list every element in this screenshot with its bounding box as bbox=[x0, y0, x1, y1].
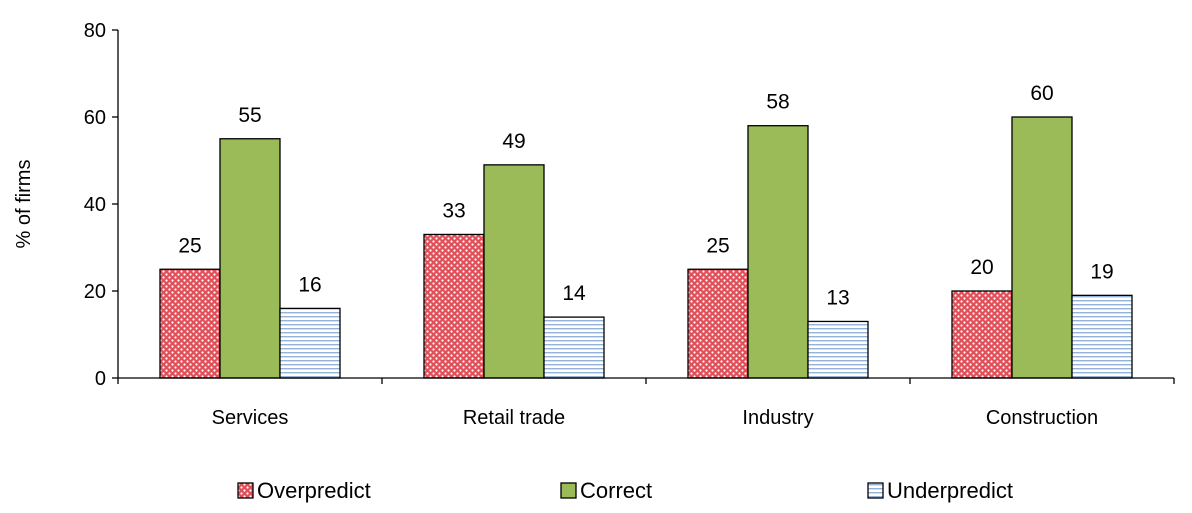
data-label: 14 bbox=[562, 282, 586, 305]
legend-label-overpredict: Overpredict bbox=[257, 478, 371, 503]
x-category-label: Construction bbox=[986, 407, 1098, 429]
data-label: 25 bbox=[178, 234, 201, 257]
bar-overpredict-services bbox=[159, 268, 221, 379]
legend: Overpredict Correct Underpredict bbox=[237, 478, 1013, 503]
x-axis: Services Retail trade Industry Construction bbox=[117, 377, 1175, 429]
data-label: 58 bbox=[766, 91, 789, 114]
y-tick-label: 0 bbox=[95, 368, 106, 390]
bar-underpredict-industry bbox=[807, 320, 869, 379]
data-label: 55 bbox=[238, 104, 261, 127]
bar-overpredict-industry bbox=[687, 268, 749, 379]
bar-correct-services bbox=[219, 138, 281, 379]
bar-underpredict-services bbox=[279, 307, 341, 379]
bar-correct-retail-trade bbox=[483, 164, 545, 379]
data-label: 49 bbox=[502, 130, 525, 153]
y-axis-title: % of firms bbox=[13, 160, 35, 249]
y-axis: 0 20 40 60 80 bbox=[84, 20, 119, 390]
bar-overpredict-retail-trade bbox=[423, 233, 485, 379]
y-tick-label: 40 bbox=[84, 194, 106, 216]
bar-underpredict-retail-trade bbox=[543, 316, 605, 379]
bar-underpredict-construction bbox=[1071, 294, 1133, 379]
x-category-label: Services bbox=[212, 407, 289, 429]
legend-swatch-correct bbox=[560, 482, 577, 499]
data-label: 33 bbox=[442, 199, 465, 222]
legend-label-underpredict: Underpredict bbox=[887, 478, 1013, 503]
data-label: 19 bbox=[1090, 260, 1113, 283]
data-label: 13 bbox=[826, 286, 849, 309]
x-category-label: Retail trade bbox=[463, 407, 565, 429]
bar-correct-construction bbox=[1011, 116, 1073, 379]
y-tick-label: 60 bbox=[84, 107, 106, 129]
data-label: 16 bbox=[298, 273, 321, 296]
legend-swatch-underpredict bbox=[867, 482, 884, 499]
data-label: 60 bbox=[1030, 82, 1053, 105]
legend-label-correct: Correct bbox=[580, 478, 652, 503]
data-label: 25 bbox=[706, 234, 729, 257]
legend-swatch-overpredict bbox=[237, 482, 254, 499]
bars-group: 25 33 25 20 55 49 58 60 16 14 13 19 bbox=[159, 82, 1133, 379]
y-tick-label: 80 bbox=[84, 20, 106, 42]
bar-correct-industry bbox=[747, 125, 809, 379]
y-tick-label: 20 bbox=[84, 281, 106, 303]
x-category-label: Industry bbox=[742, 407, 813, 429]
bar-overpredict-construction bbox=[951, 290, 1013, 379]
data-label: 20 bbox=[970, 256, 993, 279]
